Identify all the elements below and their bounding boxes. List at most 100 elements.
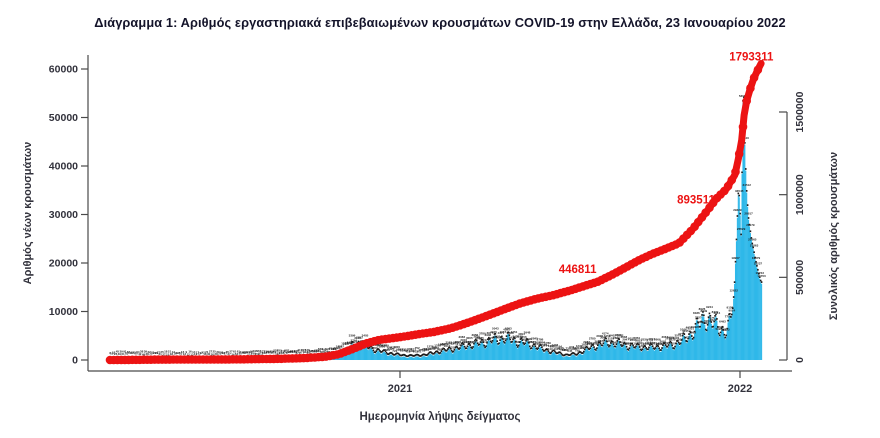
svg-text:25: 25 [160,350,164,354]
svg-text:161: 161 [256,349,261,353]
svg-text:442: 442 [303,350,308,354]
svg-text:252: 252 [273,349,278,353]
svg-text:2099: 2099 [535,341,542,345]
svg-text:8739: 8739 [712,310,719,314]
svg-text:39: 39 [120,350,124,354]
svg-text:923: 923 [426,347,431,351]
svg-text:886: 886 [385,348,390,352]
svg-text:8849: 8849 [701,309,708,313]
cumulative-line [105,60,765,365]
svg-text:1076: 1076 [580,345,587,349]
svg-text:14: 14 [172,350,176,354]
svg-text:2301: 2301 [591,341,598,345]
svg-text:528: 528 [325,347,330,351]
svg-text:255: 255 [288,350,293,354]
svg-text:636: 636 [407,347,412,351]
svg-text:605: 605 [562,348,567,352]
svg-text:2047: 2047 [533,342,540,346]
svg-text:2916: 2916 [460,338,467,342]
svg-text:277: 277 [295,351,300,355]
svg-text:3190: 3190 [526,337,533,341]
svg-text:2515: 2515 [529,340,536,344]
svg-text:1019: 1019 [553,347,560,351]
svg-text:49: 49 [118,352,122,356]
svg-text:4174: 4174 [602,331,609,335]
svg-text:20: 20 [153,351,157,355]
svg-text:10000: 10000 [49,306,78,318]
svg-text:9024: 9024 [728,309,735,313]
svg-text:34512: 34512 [743,183,752,187]
svg-text:788: 788 [575,349,580,353]
svg-text:1975: 1975 [447,341,454,345]
svg-text:20: 20 [211,352,215,356]
svg-text:3200: 3200 [501,337,508,341]
svg-text:3656: 3656 [472,333,479,337]
svg-text:761: 761 [329,347,334,351]
svg-text:1612: 1612 [444,344,451,348]
svg-text:3145: 3145 [354,336,361,340]
svg-text:19: 19 [194,352,198,356]
svg-text:2406: 2406 [453,341,460,345]
svg-text:34: 34 [222,351,226,355]
svg-text:1085: 1085 [570,347,577,351]
svg-text:1147: 1147 [546,347,553,351]
svg-text:988: 988 [437,348,442,352]
svg-text:1836: 1836 [581,342,588,346]
svg-text:3578: 3578 [674,333,681,337]
svg-text:3458: 3458 [604,334,611,338]
svg-text:328: 328 [286,350,291,354]
svg-text:2861: 2861 [634,336,641,340]
svg-text:196: 196 [253,349,258,353]
svg-text:1500000: 1500000 [794,91,806,132]
svg-text:2075: 2075 [626,341,633,345]
svg-text:18: 18 [112,350,116,354]
svg-text:2138: 2138 [643,342,650,346]
svg-text:29: 29 [155,351,159,355]
svg-text:3252: 3252 [356,335,363,339]
svg-text:210: 210 [264,350,269,354]
svg-text:35: 35 [226,350,230,354]
svg-text:398: 398 [312,349,317,353]
svg-text:36: 36 [220,351,224,355]
svg-text:3005: 3005 [466,336,473,340]
svg-text:2786: 2786 [537,338,544,342]
svg-text:1441: 1441 [336,345,343,349]
svg-text:752: 752 [415,346,420,350]
svg-text:943: 943 [569,345,574,349]
svg-text:8926: 8926 [699,307,706,311]
svg-text:2114: 2114 [652,341,659,345]
svg-text:722: 722 [402,348,407,352]
svg-text:5331: 5331 [687,327,694,331]
svg-text:2284: 2284 [539,340,546,344]
svg-text:9: 9 [185,350,187,354]
svg-text:2253: 2253 [468,340,475,344]
svg-text:417: 417 [297,348,302,352]
svg-text:2331: 2331 [470,340,477,344]
svg-text:1276: 1276 [427,344,434,348]
svg-text:1914: 1914 [375,343,382,347]
svg-text:561: 561 [416,350,421,354]
svg-text:21: 21 [168,350,172,354]
svg-text:5090: 5090 [715,327,722,331]
svg-text:19907: 19907 [731,256,740,260]
svg-text:1854: 1854 [624,342,631,346]
svg-text:91: 91 [131,351,135,355]
svg-text:2477: 2477 [464,340,471,344]
svg-text:4094: 4094 [518,332,525,336]
svg-text:33545: 33545 [735,189,744,193]
svg-text:327: 327 [301,348,306,352]
svg-text:1856: 1856 [645,341,652,345]
svg-text:500000: 500000 [794,260,806,295]
svg-text:23665: 23665 [748,238,757,242]
svg-text:3308: 3308 [596,334,603,338]
svg-text:91: 91 [123,349,127,353]
svg-text:2022: 2022 [728,383,752,395]
svg-text:1824: 1824 [345,341,352,345]
svg-text:2387: 2387 [583,340,590,344]
svg-text:800: 800 [564,348,569,352]
svg-text:12622: 12622 [730,289,739,293]
svg-text:2617: 2617 [481,340,488,344]
svg-text:42: 42 [138,352,142,356]
